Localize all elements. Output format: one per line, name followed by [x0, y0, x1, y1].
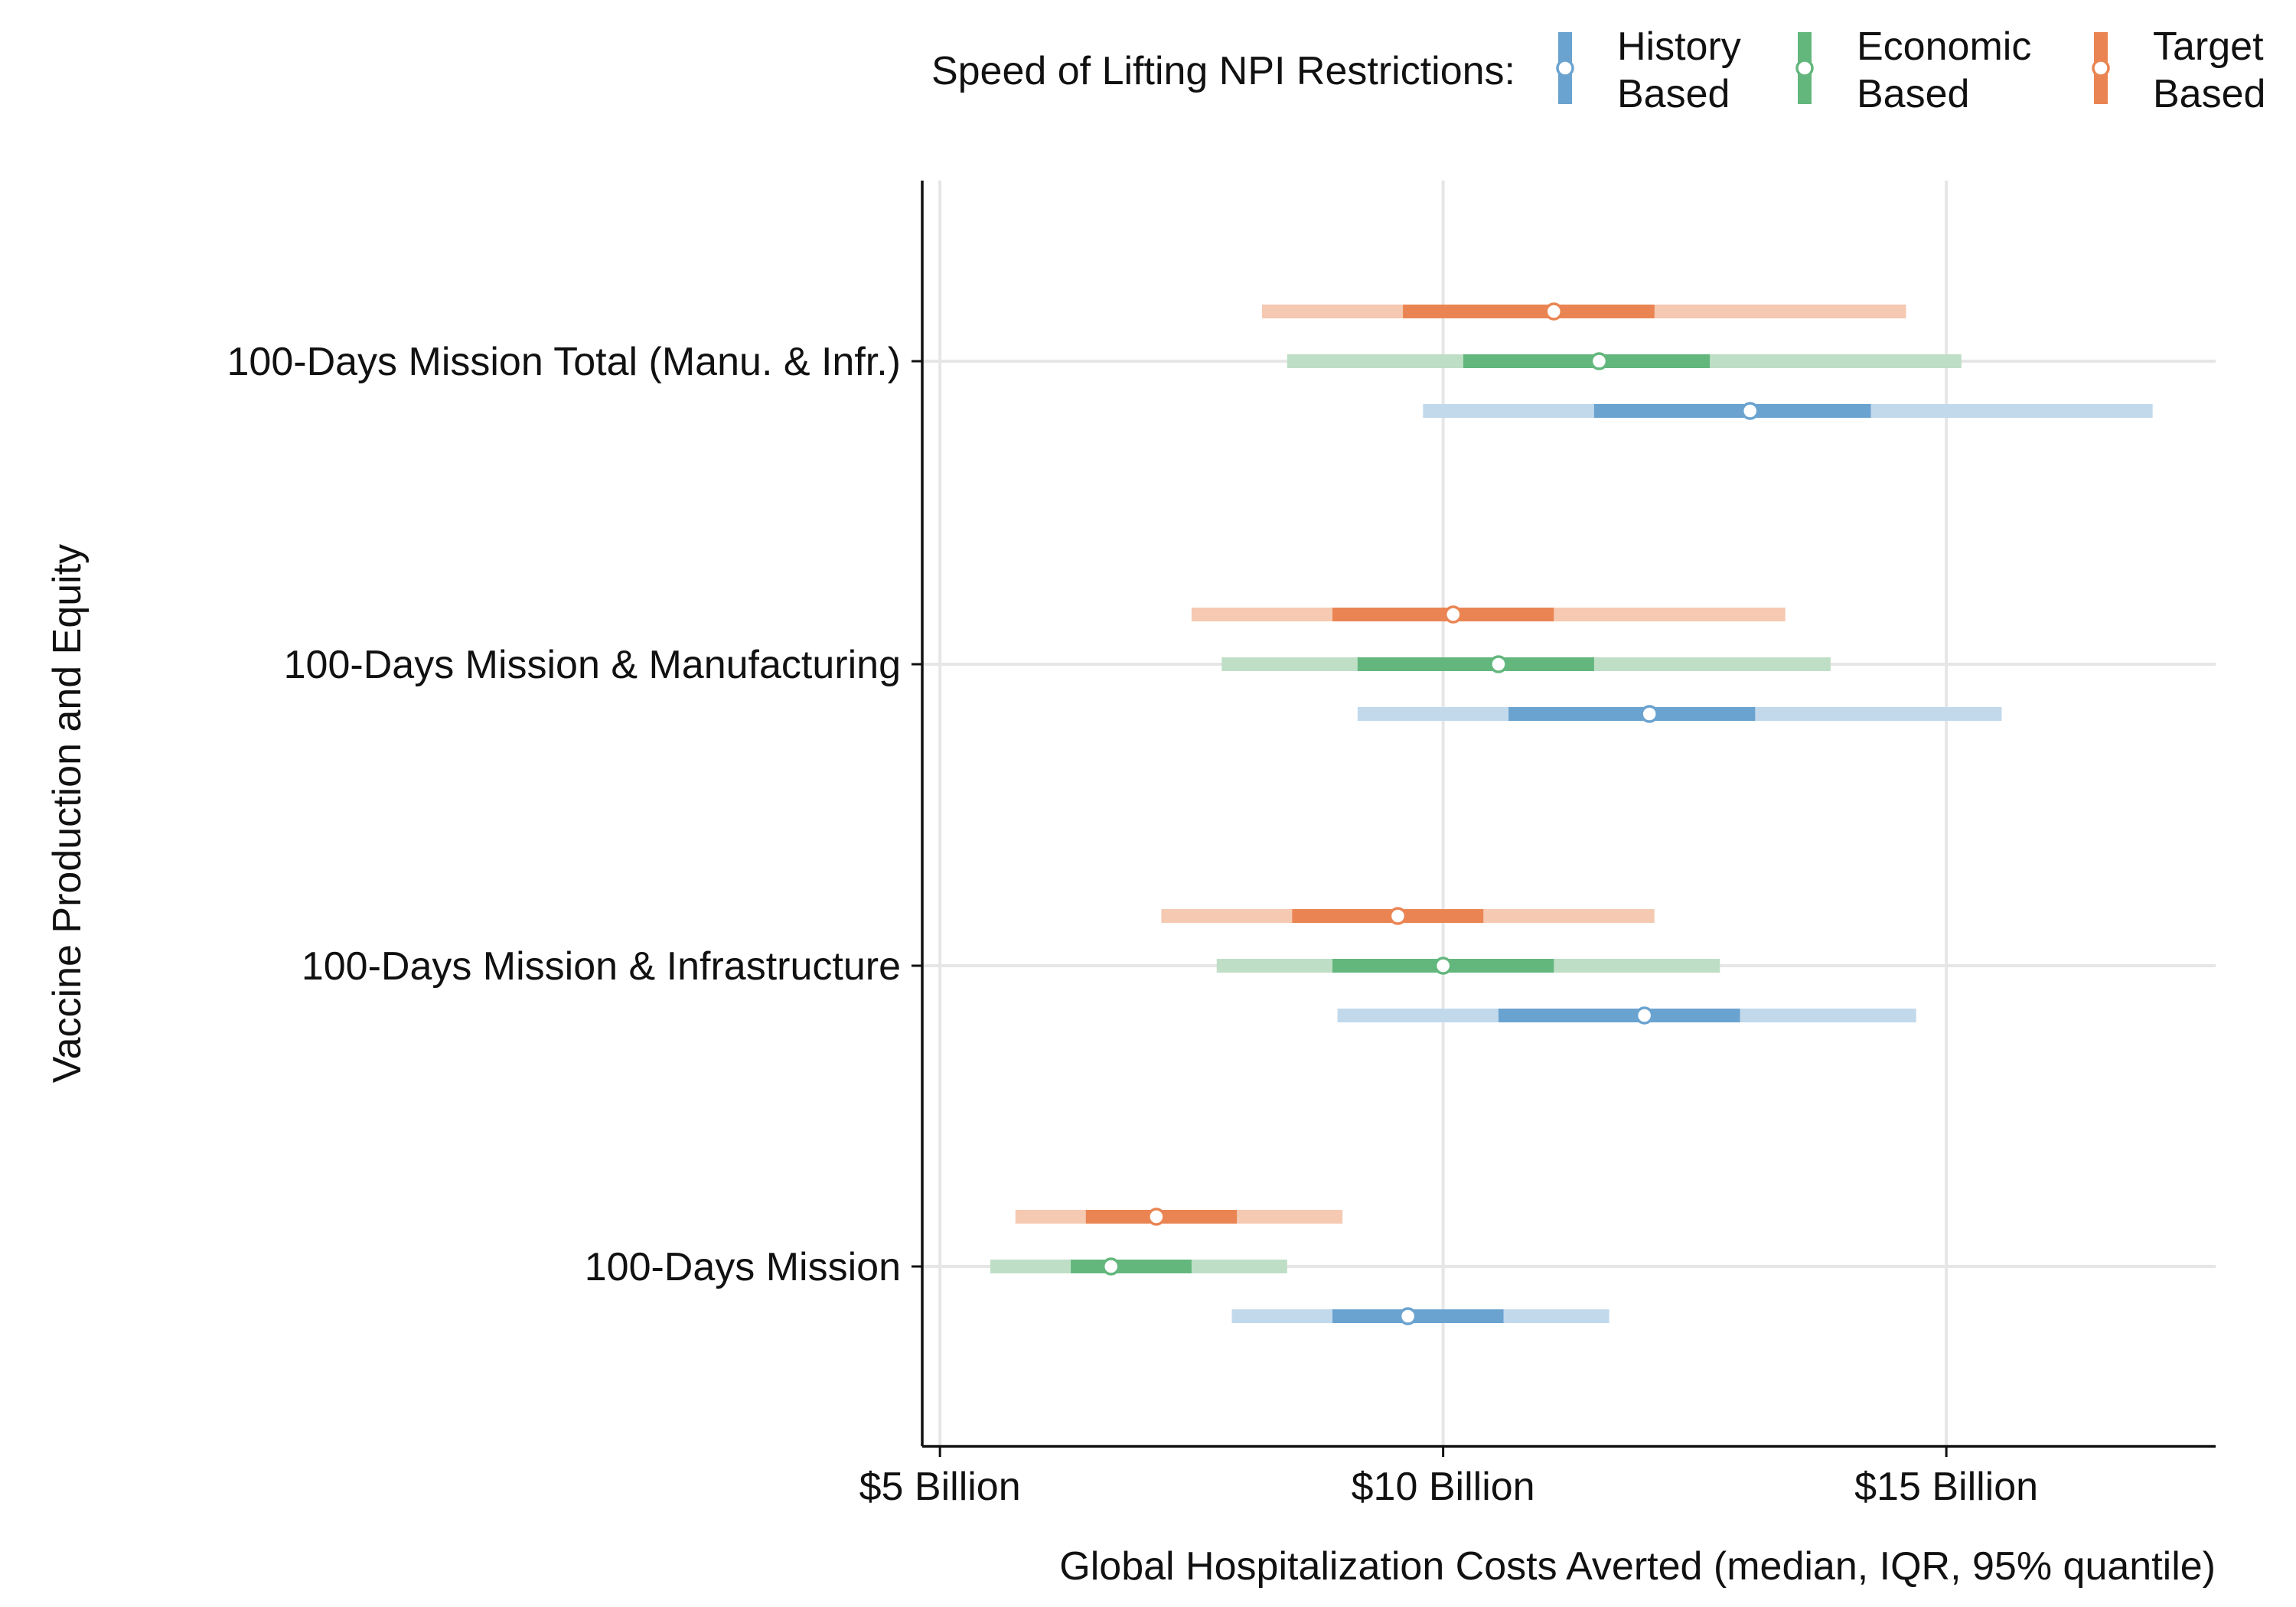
legend-label: History Based [1617, 24, 1741, 116]
legend-title: Speed of Lifting NPI Restrictions: [931, 49, 1515, 93]
y-tick-label: 100-Days Mission Total (Manu. & Infr.) [227, 340, 902, 384]
economic-based-median-point [1489, 655, 1508, 673]
legend-key-point [1556, 59, 1574, 77]
legend-label: Target Based [2153, 24, 2265, 116]
target-based-median-point [1544, 302, 1564, 321]
grid-lines [922, 181, 2216, 1446]
target-based-median-point [1444, 605, 1463, 624]
axes: $5 Billion $10 Billion $15 Billion 100-Days… [227, 181, 2216, 1509]
history-based-median-point [1635, 1006, 1654, 1025]
y-axis-title: Vaccine Production and Equity [45, 544, 90, 1083]
y-tick-label: 100-Days Mission [585, 1245, 901, 1289]
x-tick-label: $5 Billion [859, 1465, 1021, 1509]
legend: History Based Economic Based Target Based [1556, 24, 2265, 116]
history-based-median-point [1740, 402, 1760, 420]
legend-key-point [2092, 59, 2110, 77]
x-tick-label: $10 Billion [1352, 1465, 1535, 1509]
x-tick-label: $15 Billion [1854, 1465, 2038, 1509]
economic-based-median-point [1101, 1257, 1120, 1276]
y-tick-label: 100-Days Mission & Manufacturing [284, 643, 901, 687]
history-based-median-point [1640, 705, 1658, 723]
economic-based-median-point [1433, 957, 1453, 975]
target-based-median-point [1147, 1208, 1166, 1226]
x-axis-title: Global Hospitalization Costs Averted (me… [1059, 1544, 2216, 1589]
legend-label: Economic Based [1857, 24, 2031, 116]
y-tick-label: 100-Days Mission & Infrastructure [302, 944, 901, 989]
legend-key-point [1795, 59, 1814, 77]
target-based-median-point [1388, 907, 1407, 925]
history-based-median-point [1398, 1307, 1417, 1325]
chart-series [990, 302, 2153, 1325]
economic-based-median-point [1590, 352, 1609, 370]
